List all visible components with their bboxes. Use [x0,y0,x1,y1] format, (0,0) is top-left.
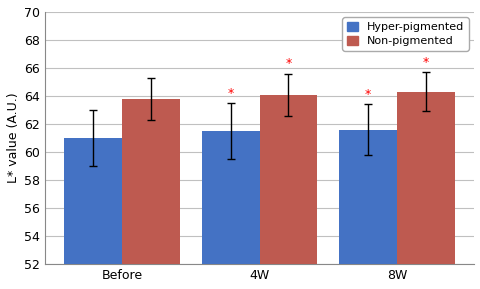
Text: *: * [422,56,428,69]
Bar [396,92,454,264]
Text: *: * [285,57,291,70]
Bar [64,138,122,264]
Bar [202,131,259,264]
Text: *: * [364,88,371,101]
Bar [122,99,180,264]
Bar [259,95,316,264]
Text: *: * [227,86,233,99]
Y-axis label: L* value (A.U.): L* value (A.U.) [7,93,20,184]
Bar [338,130,396,264]
Legend: Hyper-pigmented, Non-pigmented: Hyper-pigmented, Non-pigmented [342,18,468,51]
